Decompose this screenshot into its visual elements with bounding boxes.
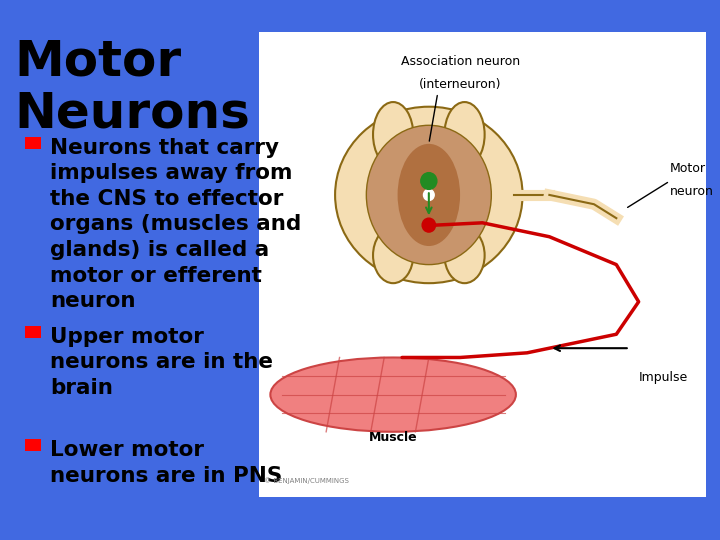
Text: Association neuron: Association neuron [400, 55, 520, 68]
Bar [25, 326, 41, 338]
Text: Lower motor
neurons are in PNS: Lower motor neurons are in PNS [50, 440, 283, 485]
Ellipse shape [366, 125, 491, 265]
Circle shape [422, 218, 436, 232]
Text: Neurons that carry
impulses away from
the CNS to effector
organs (muscles and
gl: Neurons that carry impulses away from th… [50, 138, 302, 311]
Circle shape [420, 173, 437, 190]
FancyBboxPatch shape [259, 32, 706, 497]
Text: © BENJAMIN/CUMMINGS: © BENJAMIN/CUMMINGS [264, 477, 348, 484]
Text: (interneuron): (interneuron) [419, 78, 501, 91]
Text: Upper motor
neurons are in the
brain: Upper motor neurons are in the brain [50, 327, 274, 398]
Bar [25, 439, 41, 451]
Ellipse shape [335, 107, 523, 283]
Text: Motor: Motor [670, 161, 706, 175]
Ellipse shape [373, 102, 413, 167]
Ellipse shape [271, 357, 516, 432]
Text: Muscle: Muscle [369, 431, 418, 444]
Ellipse shape [444, 102, 485, 167]
Ellipse shape [397, 144, 460, 246]
Ellipse shape [444, 227, 485, 283]
Text: Motor
Neurons: Motor Neurons [14, 38, 251, 138]
Text: Impulse: Impulse [639, 370, 688, 384]
Bar [25, 137, 41, 148]
Ellipse shape [373, 227, 413, 283]
Circle shape [423, 190, 434, 200]
Text: neuron: neuron [670, 185, 714, 198]
